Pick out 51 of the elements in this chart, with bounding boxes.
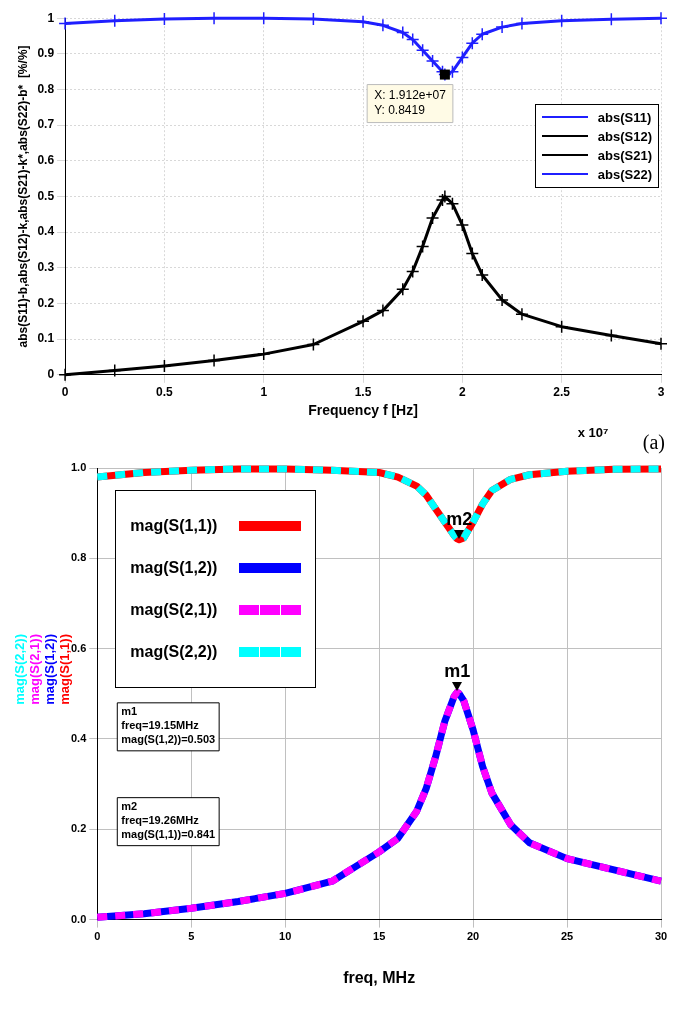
- y-tick-label: 0.2: [37, 295, 55, 310]
- y-tick-label: 0.3: [37, 260, 55, 275]
- x-tick-label: 2: [459, 385, 467, 400]
- x-tick-label: 15: [373, 930, 386, 943]
- legend-label: mag(S(1,1)): [130, 517, 218, 535]
- text: x 10⁷: [577, 425, 609, 441]
- x-tick-label: 2.5: [553, 385, 571, 400]
- y-axis-title: abs(S11)-b,abs(S12)-k,abs(S21)-k*,abs(S22)-b* [%/%]: [15, 45, 30, 348]
- y-tick-label: 0.5: [37, 188, 55, 203]
- legend-label: mag(S(1,2)): [130, 559, 218, 577]
- annotation: m1: [444, 661, 471, 682]
- legend-label: abs(S12): [597, 128, 652, 144]
- y-tick-label: 0.4: [70, 731, 88, 744]
- x-tick-label: 10: [279, 930, 292, 943]
- legend-label: abs(S11): [597, 109, 652, 125]
- legend-label: mag(S(2,1)): [130, 601, 218, 619]
- y-tick-label: 0.0: [70, 912, 87, 925]
- y-tick-label: 0.8: [37, 81, 55, 96]
- y-tick-label: 0.7: [37, 117, 55, 132]
- y-tick-label: 0.6: [37, 153, 55, 168]
- y-tick-label: 0.9: [37, 46, 55, 61]
- x-tick-label: 25: [560, 930, 574, 943]
- text: mag(S(1,2)): [42, 633, 57, 705]
- annotation: m2 freq=19.26MHz mag(S(1,1))=0.841: [121, 800, 216, 841]
- x-tick-label: 30: [654, 930, 668, 943]
- x-axis-title: Frequency f [Hz]: [308, 402, 418, 419]
- x-tick-label: 3: [657, 385, 665, 400]
- x-tick-label: 0.5: [156, 385, 174, 400]
- y-tick-label: 0.2: [70, 822, 87, 835]
- text: mag(S(1,1)): [57, 633, 72, 705]
- x-tick-label: 5: [188, 930, 195, 943]
- annotation: X: 1.912e+07 Y: 0.8419: [374, 87, 447, 117]
- y-tick-label: 0: [47, 367, 55, 382]
- y-tick-label: 1.0: [70, 461, 87, 474]
- x-tick-label: 1: [260, 385, 268, 400]
- legend-label: mag(S(2,2)): [130, 643, 218, 661]
- legend-label: abs(S21): [597, 147, 652, 163]
- text: (a): [642, 430, 665, 454]
- annotation: m2: [446, 508, 473, 529]
- y-tick-label: 0.1: [37, 331, 55, 346]
- y-tick-label: 0.8: [70, 551, 87, 564]
- y-tick-label: 0.4: [37, 224, 55, 239]
- x-tick-label: 0: [94, 930, 101, 943]
- x-tick-label: 1.5: [354, 385, 372, 400]
- x-axis-title: freq, MHz: [343, 968, 416, 986]
- text: mag(S(2,2)): [12, 633, 27, 705]
- x-tick-label: 20: [466, 930, 480, 943]
- annotation: m1 freq=19.15MHz mag(S(1,2))=0.503: [121, 705, 216, 746]
- text: mag(S(2,1)): [27, 633, 42, 705]
- legend-label: abs(S22): [597, 166, 652, 182]
- y-tick-label: 1: [47, 10, 55, 25]
